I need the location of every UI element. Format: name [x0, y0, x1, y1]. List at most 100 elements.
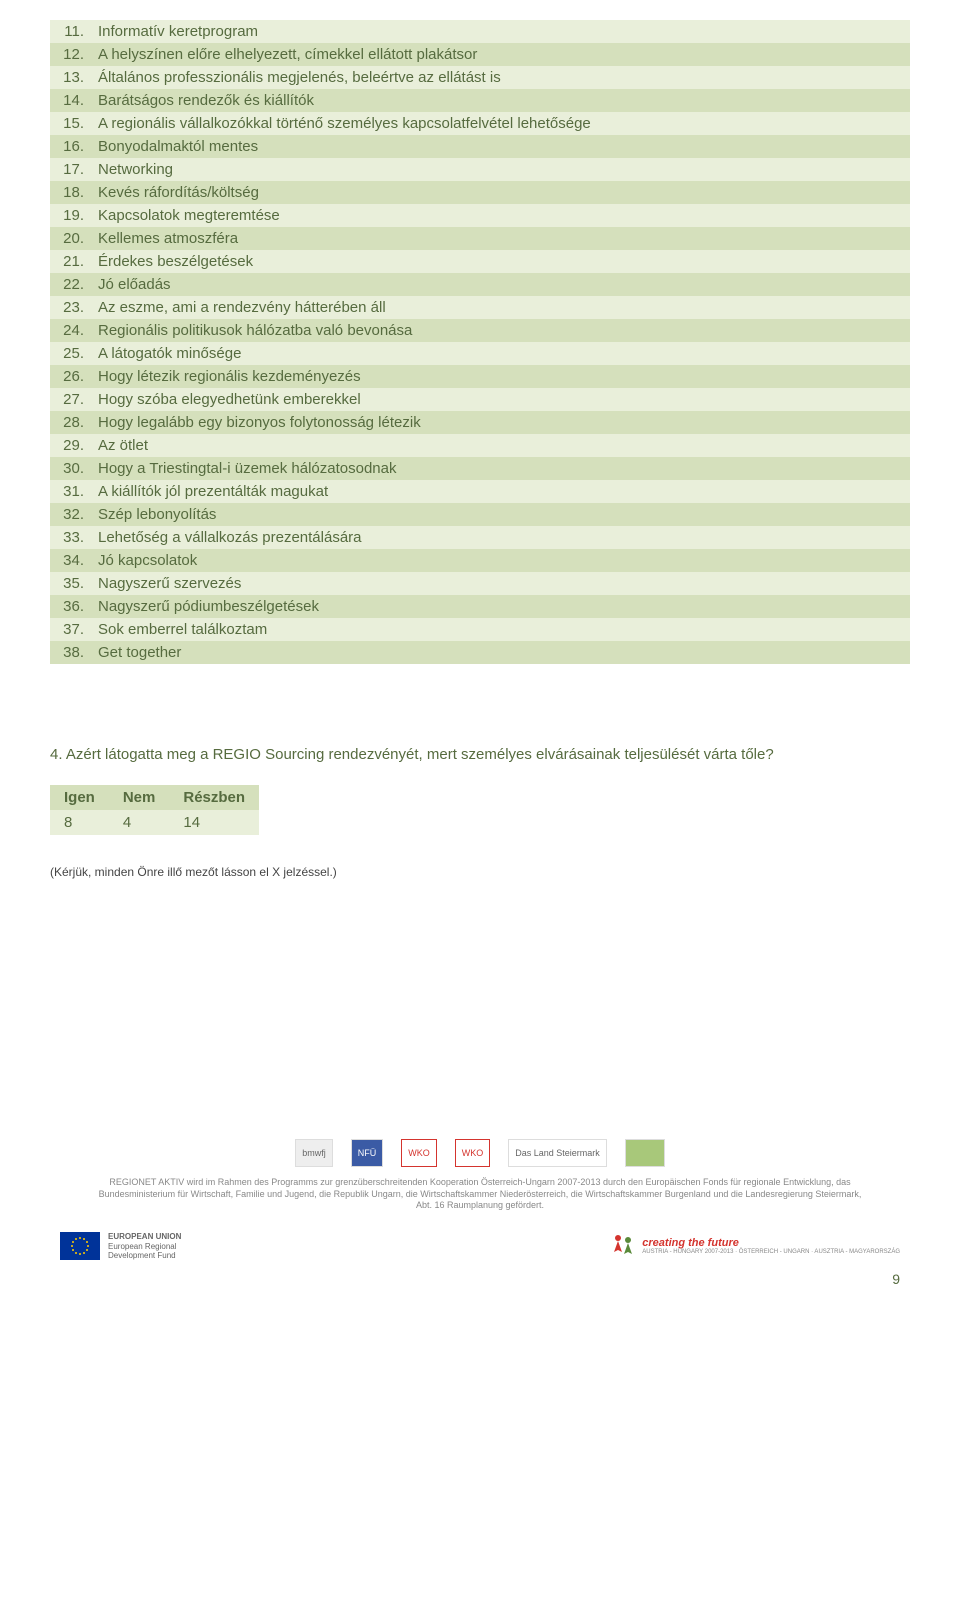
footer-logo-row: bmwfj NFÜ WKO WKO Das Land Steiermark: [50, 1139, 910, 1167]
list-row-number: 36.: [50, 595, 92, 618]
list-row: 11.Informatív keretprogram: [50, 20, 910, 43]
ctf-icon: [608, 1232, 636, 1260]
logo-region: [625, 1139, 665, 1167]
list-row-number: 27.: [50, 388, 92, 411]
list-row-text: A látogatók minősége: [92, 342, 910, 365]
logo-bmwfj: bmwfj: [295, 1139, 333, 1167]
list-row-number: 38.: [50, 641, 92, 664]
answer-header-cell: Részben: [169, 785, 259, 810]
list-row-text: Get together: [92, 641, 910, 664]
list-row-text: Bonyodalmaktól mentes: [92, 135, 910, 158]
answer-header-row: Igen Nem Részben: [50, 785, 259, 810]
list-row: 31.A kiállítók jól prezentálták magukat: [50, 480, 910, 503]
list-row: 29.Az ötlet: [50, 434, 910, 457]
list-row: 28.Hogy legalább egy bizonyos folytonoss…: [50, 411, 910, 434]
logo-nfu: NFÜ: [351, 1139, 384, 1167]
list-row: 24.Regionális politikusok hálózatba való…: [50, 319, 910, 342]
list-row-text: A helyszínen előre elhelyezett, címekkel…: [92, 43, 910, 66]
list-row: 34.Jó kapcsolatok: [50, 549, 910, 572]
list-row-number: 15.: [50, 112, 92, 135]
question-text: 4. Azért látogatta meg a REGIO Sourcing …: [50, 744, 910, 765]
list-row-text: Szép lebonyolítás: [92, 503, 910, 526]
list-row: 30.Hogy a Triestingtal-i üzemek hálózato…: [50, 457, 910, 480]
list-row-text: Érdekes beszélgetések: [92, 250, 910, 273]
list-row: 15.A regionális vállalkozókkal történő s…: [50, 112, 910, 135]
answer-value-cell: 14: [169, 810, 259, 835]
ctf-text-block: creating the future AUSTRIA - HUNGARY 20…: [642, 1237, 900, 1256]
list-row: 23.Az eszme, ami a rendezvény hátterében…: [50, 296, 910, 319]
list-row-number: 16.: [50, 135, 92, 158]
logo-wko: WKO: [455, 1139, 491, 1167]
list-row-text: Az eszme, ami a rendezvény hátterében ál…: [92, 296, 910, 319]
list-row-text: Nagyszerű szervezés: [92, 572, 910, 595]
numbered-list-table: 11.Informatív keretprogram12.A helyszíne…: [50, 20, 910, 664]
creating-future-logo: creating the future AUSTRIA - HUNGARY 20…: [608, 1232, 900, 1260]
list-row: 12.A helyszínen előre elhelyezett, címek…: [50, 43, 910, 66]
answer-table: Igen Nem Részben 8 4 14: [50, 785, 259, 835]
list-row-text: Kapcsolatok megteremtése: [92, 204, 910, 227]
list-row: 26.Hogy létezik regionális kezdeményezés: [50, 365, 910, 388]
list-row: 19.Kapcsolatok megteremtése: [50, 204, 910, 227]
list-row-text: Nagyszerű pódiumbeszélgetések: [92, 595, 910, 618]
list-row-number: 25.: [50, 342, 92, 365]
list-row-number: 12.: [50, 43, 92, 66]
note-text: (Kérjük, minden Önre illő mezőt lásson e…: [50, 865, 910, 879]
list-row-number: 34.: [50, 549, 92, 572]
list-row: 21.Érdekes beszélgetések: [50, 250, 910, 273]
page-number: 9: [50, 1271, 910, 1287]
list-row: 27.Hogy szóba elegyedhetünk emberekkel: [50, 388, 910, 411]
list-row: 32.Szép lebonyolítás: [50, 503, 910, 526]
list-row: 37.Sok emberrel találkoztam: [50, 618, 910, 641]
eu-logo: EUROPEAN UNION European Regional Develop…: [60, 1232, 181, 1261]
list-row-number: 32.: [50, 503, 92, 526]
list-row-number: 30.: [50, 457, 92, 480]
list-row-text: Jó kapcsolatok: [92, 549, 910, 572]
eu-text: EUROPEAN UNION European Regional Develop…: [108, 1232, 181, 1261]
answer-value-cell: 4: [109, 810, 170, 835]
ctf-title: creating the future: [642, 1237, 900, 1249]
list-row-text: Kevés ráfordítás/költség: [92, 181, 910, 204]
answer-header-cell: Nem: [109, 785, 170, 810]
eu-line: Development Fund: [108, 1251, 181, 1261]
list-row-text: Informatív keretprogram: [92, 20, 910, 43]
list-row: 22.Jó előadás: [50, 273, 910, 296]
list-row: 18.Kevés ráfordítás/költség: [50, 181, 910, 204]
list-row: 13.Általános professzionális megjelenés,…: [50, 66, 910, 89]
list-row-text: Hogy szóba elegyedhetünk emberekkel: [92, 388, 910, 411]
list-row-text: Lehetőség a vállalkozás prezentálására: [92, 526, 910, 549]
answer-value-cell: 8: [50, 810, 109, 835]
list-row-text: Az ötlet: [92, 434, 910, 457]
ctf-subtitle: AUSTRIA - HUNGARY 2007-2013 · ÖSTERREICH…: [642, 1249, 900, 1256]
list-row-text: A regionális vállalkozókkal történő szem…: [92, 112, 910, 135]
list-row: 14.Barátságos rendezők és kiállítók: [50, 89, 910, 112]
list-row-number: 20.: [50, 227, 92, 250]
list-row-number: 35.: [50, 572, 92, 595]
list-row-number: 22.: [50, 273, 92, 296]
list-row-number: 17.: [50, 158, 92, 181]
list-row: 16.Bonyodalmaktól mentes: [50, 135, 910, 158]
list-row: 35.Nagyszerű szervezés: [50, 572, 910, 595]
list-row-text: Hogy legalább egy bizonyos folytonosság …: [92, 411, 910, 434]
answer-header-cell: Igen: [50, 785, 109, 810]
logo-wko: WKO: [401, 1139, 437, 1167]
list-row-number: 23.: [50, 296, 92, 319]
list-row: 25.A látogatók minősége: [50, 342, 910, 365]
eu-line: EUROPEAN UNION: [108, 1232, 181, 1242]
footer-bottom-row: EUROPEAN UNION European Regional Develop…: [50, 1232, 910, 1261]
list-row-text: Általános professzionális megjelenés, be…: [92, 66, 910, 89]
list-row-number: 18.: [50, 181, 92, 204]
list-row-text: Jó előadás: [92, 273, 910, 296]
list-row-text: Barátságos rendezők és kiállítók: [92, 89, 910, 112]
list-row: 20.Kellemes atmoszféra: [50, 227, 910, 250]
list-row-number: 26.: [50, 365, 92, 388]
list-row-number: 19.: [50, 204, 92, 227]
list-row: 36.Nagyszerű pódiumbeszélgetések: [50, 595, 910, 618]
answer-data-row: 8 4 14: [50, 810, 259, 835]
list-row-text: A kiállítók jól prezentálták magukat: [92, 480, 910, 503]
list-row-number: 31.: [50, 480, 92, 503]
list-row-number: 13.: [50, 66, 92, 89]
logo-steiermark: Das Land Steiermark: [508, 1139, 607, 1167]
list-row: 33.Lehetőség a vállalkozás prezentálásár…: [50, 526, 910, 549]
list-row-number: 24.: [50, 319, 92, 342]
list-row: 38.Get together: [50, 641, 910, 664]
